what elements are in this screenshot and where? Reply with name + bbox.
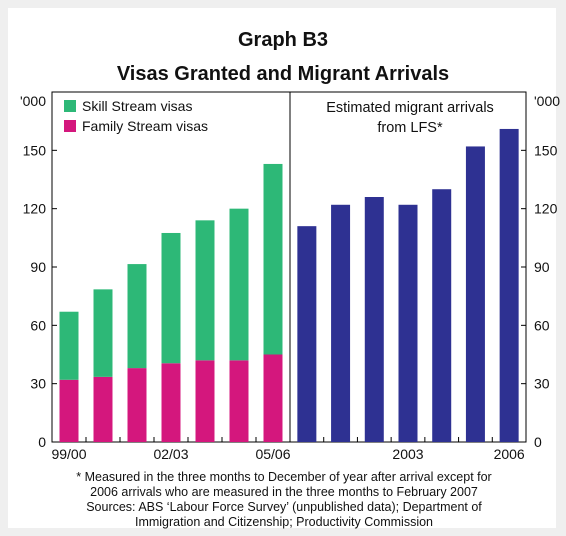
y-tick-label-right: 120 — [534, 201, 558, 217]
bar-skill-stream — [195, 220, 215, 361]
x-tick-label-left: 99/00 — [51, 446, 86, 462]
footnote-asterisk-line1: * Measured in the three months to Decemb… — [76, 470, 492, 484]
y-tick-label-right: 0 — [534, 434, 542, 450]
bar-family-stream — [263, 354, 283, 442]
y-tick-label-right: 90 — [534, 259, 550, 275]
y-tick-label-left: 60 — [30, 317, 46, 333]
legend-right-line1: Estimated migrant arrivals — [326, 100, 494, 116]
bar-family-stream — [229, 360, 249, 442]
footnote-asterisk-line2: 2006 arrivals who are measured in the th… — [90, 485, 478, 499]
legend-label: Skill Stream visas — [82, 98, 192, 114]
y-tick-label-right: 30 — [534, 376, 550, 392]
y-tick-label-left: 120 — [23, 201, 47, 217]
bar-migrant-arrivals — [398, 204, 418, 442]
chart-title: Graph B3 — [238, 29, 328, 51]
bar-family-stream — [93, 376, 113, 442]
bar-skill-stream — [127, 264, 147, 369]
y-tick-label-right: 150 — [534, 142, 558, 158]
x-tick-label-right: 2006 — [494, 446, 525, 462]
bar-family-stream — [127, 368, 147, 442]
y-tick-label-left: 90 — [30, 259, 46, 275]
footnotes: * Measured in the three months to Decemb… — [30, 470, 538, 530]
x-tick-label-left: 02/03 — [153, 446, 188, 462]
x-tick-label-right: 2003 — [392, 446, 423, 462]
sources-line1: Sources: ABS ‘Labour Force Survey’ (unpu… — [86, 500, 482, 514]
bar-migrant-arrivals — [331, 204, 351, 442]
y-tick-label-left: 0 — [38, 434, 46, 450]
legend-right-line2: from LFS* — [377, 120, 443, 136]
sources-line2: Immigration and Citizenship; Productivit… — [134, 515, 434, 529]
y-tick-label-left: 30 — [30, 376, 46, 392]
x-tick-label-left: 05/06 — [255, 446, 290, 462]
bar-migrant-arrivals — [364, 197, 384, 442]
bar-migrant-arrivals — [499, 128, 519, 442]
legend-label: Family Stream visas — [82, 118, 208, 134]
y-tick-label-right: 60 — [534, 317, 550, 333]
y-unit-label-left: '000 — [20, 93, 46, 109]
bar-skill-stream — [93, 289, 113, 377]
plot-frame — [51, 91, 527, 443]
bar-migrant-arrivals — [465, 146, 485, 442]
legend-swatch — [64, 120, 76, 132]
bar-family-stream — [161, 363, 181, 442]
bar-skill-stream — [263, 163, 283, 355]
bar-family-stream — [59, 379, 79, 442]
bar-family-stream — [195, 360, 215, 442]
bar-skill-stream — [59, 311, 79, 380]
bar-skill-stream — [161, 232, 181, 364]
y-tick-label-left: 150 — [23, 142, 47, 158]
plot-area: 0 0 30 30 60 60 90 90 120 120 150 150 '000 '000 99/00 0… — [20, 91, 560, 462]
bar-migrant-arrivals — [297, 226, 317, 442]
y-unit-label-right: '000 — [534, 93, 560, 109]
bar-skill-stream — [229, 208, 249, 361]
chart-subtitle: Visas Granted and Migrant Arrivals — [117, 63, 449, 85]
bar-migrant-arrivals — [432, 189, 452, 442]
legend-swatch — [64, 100, 76, 112]
